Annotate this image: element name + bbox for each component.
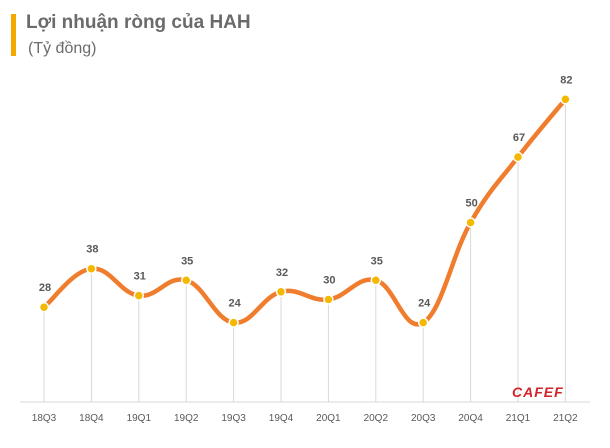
data-point-18Q3 (38, 301, 50, 313)
data-point-20Q3 (417, 317, 429, 328)
data-point-21Q1 (512, 151, 524, 163)
cafef-logo: CAFEF (512, 384, 564, 400)
x-tick-20Q1: 20Q1 (316, 413, 341, 424)
data-point-20Q4 (465, 217, 476, 228)
value-label-20Q1: 30 (323, 275, 335, 287)
x-tick-20Q3: 20Q3 (411, 413, 436, 424)
data-point-18Q4 (86, 263, 97, 274)
value-label-20Q4: 50 (465, 198, 477, 210)
data-point-19Q1 (133, 290, 145, 301)
chart-title: Lợi nhuận ròng của HAH (26, 12, 251, 33)
data-point-21Q2 (560, 94, 571, 105)
x-tick-21Q2: 21Q2 (553, 413, 578, 424)
data-point-19Q2 (180, 275, 192, 286)
markers (38, 94, 571, 328)
x-tick-18Q3: 18Q3 (32, 413, 57, 424)
x-tick-19Q1: 19Q1 (127, 413, 152, 424)
value-labels: 28 38 31 35 24 32 30 35 24 50 67 82 (39, 74, 573, 309)
x-tick-18Q4: 18Q4 (79, 413, 104, 424)
drop-lines (43, 99, 566, 402)
x-tick-21Q1: 21Q1 (506, 413, 531, 424)
x-tick-19Q3: 19Q3 (221, 413, 246, 424)
data-point-19Q4 (275, 286, 287, 298)
x-tick-19Q4: 19Q4 (269, 413, 294, 424)
series-line (41, 97, 568, 327)
value-label-20Q2: 35 (371, 255, 383, 267)
value-label-19Q3: 24 (228, 298, 241, 310)
data-point-20Q2 (370, 275, 382, 286)
value-label-19Q4: 32 (276, 267, 288, 279)
x-tick-20Q4: 20Q4 (458, 413, 483, 424)
title-accent-bar (11, 14, 16, 56)
data-point-19Q3 (228, 317, 239, 328)
value-label-18Q4: 38 (86, 244, 98, 256)
x-tick-20Q2: 20Q2 (364, 413, 389, 424)
value-label-20Q3: 24 (418, 298, 431, 310)
value-label-19Q2: 35 (181, 255, 193, 267)
value-label-21Q1: 67 (513, 132, 525, 144)
x-tick-19Q2: 19Q2 (174, 413, 199, 424)
chart-subtitle: (Tỷ đồng) (28, 40, 97, 57)
x-tick-labels: 18Q3 18Q4 19Q1 19Q2 19Q3 19Q4 20Q1 20Q2 20Q3 20Q4… (32, 413, 578, 424)
data-point-20Q1 (323, 294, 334, 305)
value-label-18Q3: 28 (39, 282, 51, 294)
value-label-21Q2: 82 (560, 74, 572, 86)
value-label-19Q1: 31 (134, 271, 146, 283)
